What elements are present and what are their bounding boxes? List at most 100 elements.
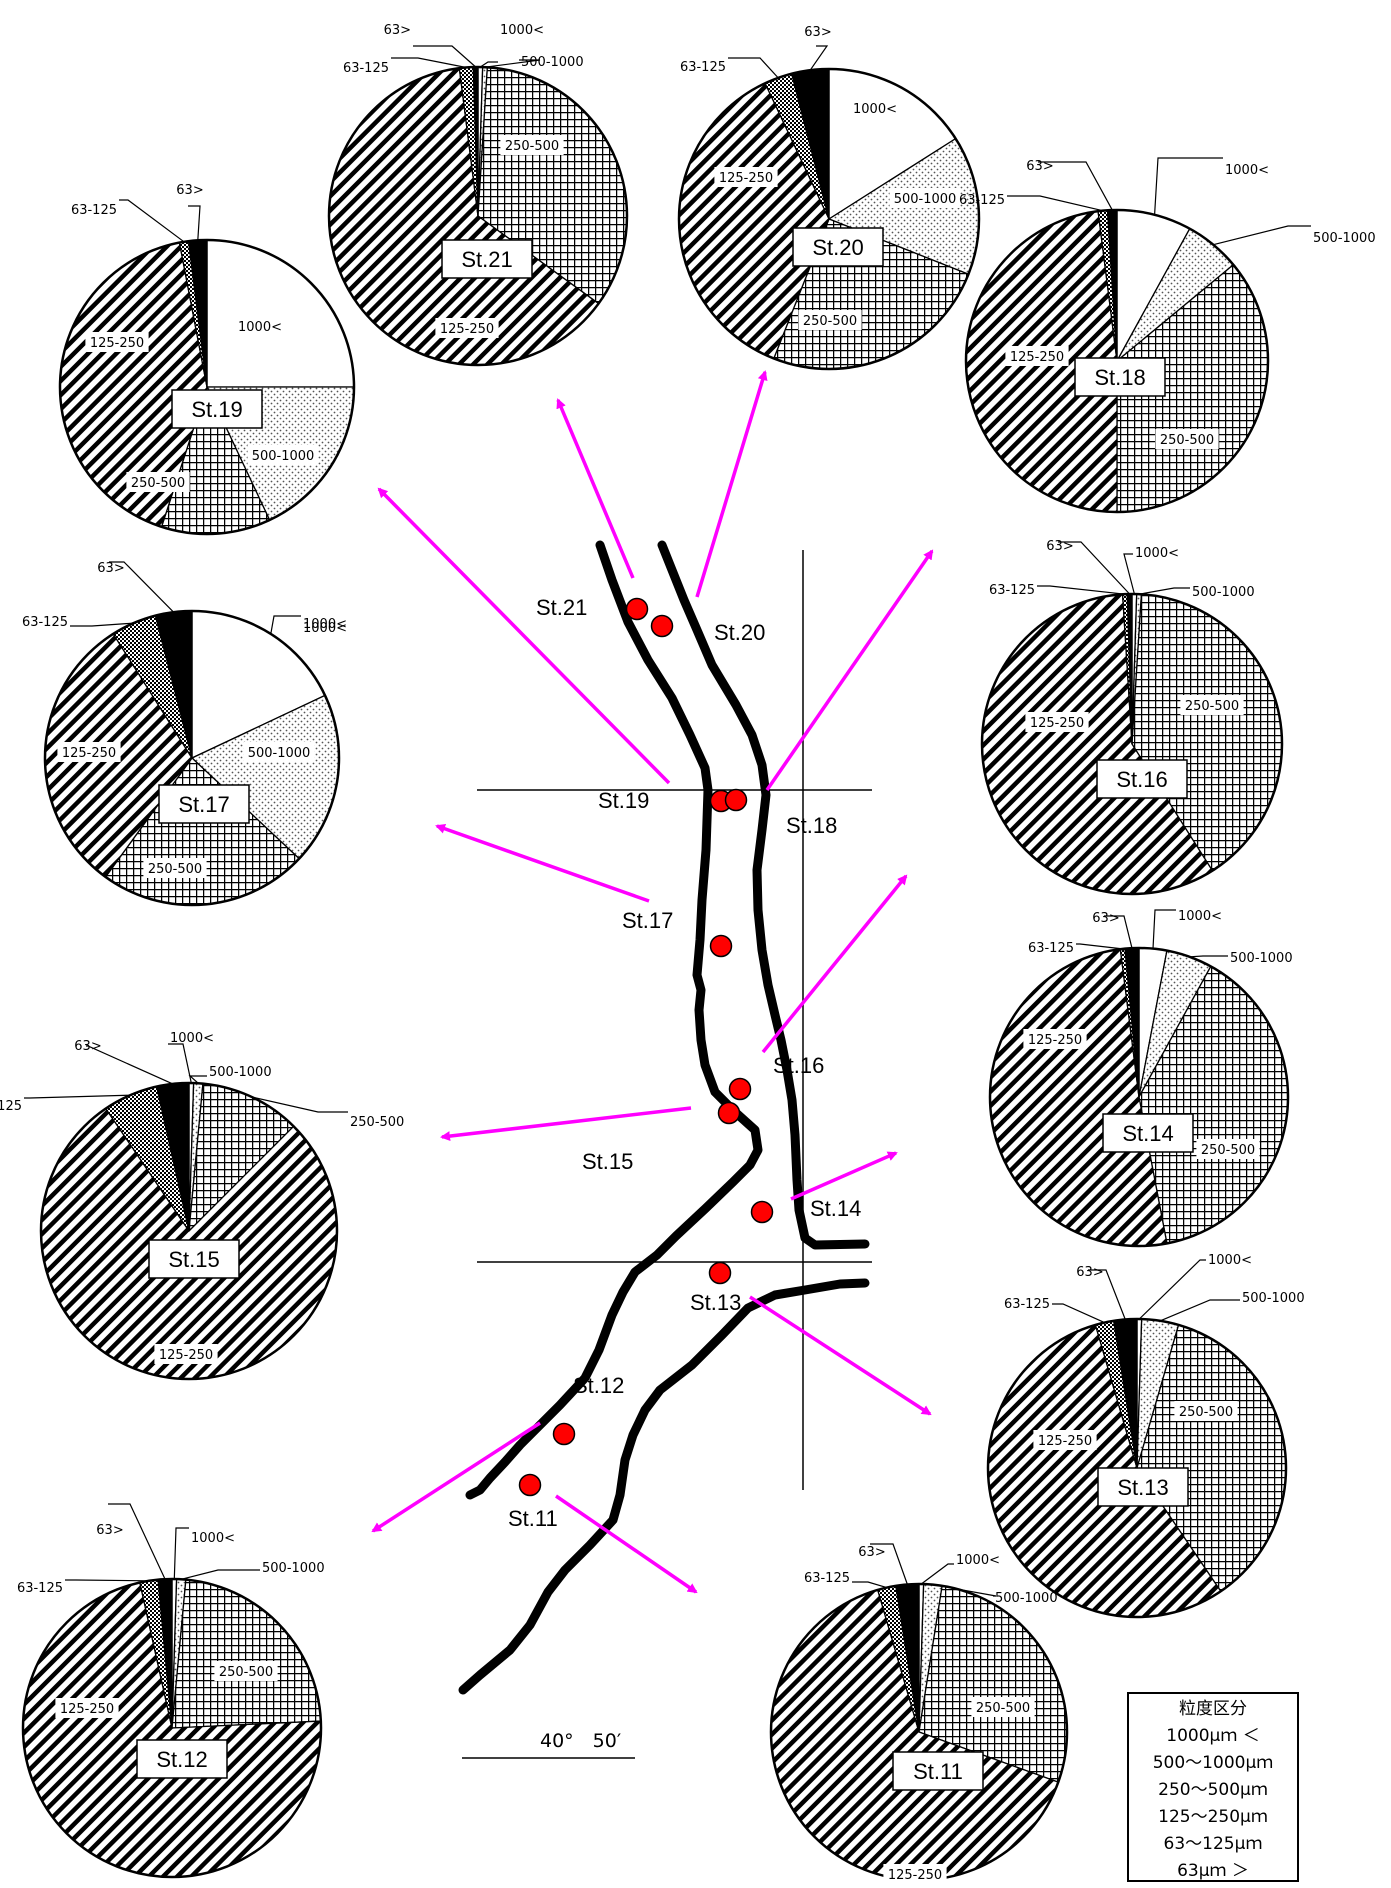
pie-outer-label-st11-0: 1000< bbox=[956, 1553, 1000, 1568]
pie-label-st21-2: 250-500 bbox=[505, 139, 559, 154]
map-label-st15: St.15 bbox=[582, 1149, 633, 1174]
pie-outer-label-st14-5: 63> bbox=[1092, 911, 1119, 926]
pie-label-bg-st19-1 bbox=[247, 445, 319, 465]
arrow-st11 bbox=[555, 1494, 698, 1594]
pie-outline-st15 bbox=[39, 1081, 339, 1381]
pie-label-bg-st19-2 bbox=[126, 472, 190, 492]
pie-outer-label-st11-1: 500-1000 bbox=[995, 1591, 1058, 1606]
pie-outer-label-st20-5: 63> bbox=[804, 25, 831, 40]
pie-slice-st12-2 bbox=[171, 1578, 322, 1729]
pie-station-box-st21 bbox=[441, 239, 533, 279]
pie-outer-label-st21-5: 63> bbox=[384, 23, 411, 38]
pie-leader-st13-0 bbox=[1138, 1259, 1206, 1320]
pie-leader-st17-4 bbox=[70, 622, 134, 627]
pie-label-bg-st20-2 bbox=[798, 310, 862, 330]
pie-outline-st13 bbox=[986, 1317, 1288, 1619]
river-bank-right bbox=[657, 540, 870, 1250]
station-dot-st17 bbox=[709, 934, 733, 958]
pie-st20: 1000< 500-1000 250-500 125-250 63-125 63> St.2… bbox=[677, 25, 981, 371]
arrow-st15 bbox=[440, 1106, 692, 1142]
pie-leader-st16-4 bbox=[1037, 585, 1125, 595]
pie-leader-st18-1 bbox=[1213, 225, 1311, 246]
pie-label-st17-0: 1000< bbox=[303, 617, 347, 632]
pie-st18: 250-500 125-250 1000< 500-1000 63-125 63> St.1… bbox=[959, 157, 1376, 514]
pie-leader-st19-5 bbox=[188, 205, 201, 241]
pie-leader-st16-1 bbox=[1138, 587, 1190, 595]
station-dot-st14 bbox=[750, 1200, 774, 1224]
pie-outer-label-st15-1: 500-1000 bbox=[209, 1065, 272, 1080]
pie-outer-label-st18-1: 500-1000 bbox=[1313, 231, 1376, 246]
legend-item-125-250: 125～250μｍ bbox=[1158, 1807, 1268, 1827]
pie-label-bg-st19-0 bbox=[236, 316, 284, 336]
pie-outer-label-st11-5: 63> bbox=[858, 1545, 885, 1560]
pie-label-bg-st12-3 bbox=[55, 1698, 119, 1718]
pie-label-st17-1: 500-1000 bbox=[248, 746, 311, 761]
map-label-st19: St.19 bbox=[598, 788, 649, 813]
pie-leader-st15-2 bbox=[251, 1096, 348, 1113]
pie-label-bg-st17-3 bbox=[57, 742, 121, 762]
pie-station-box-st11 bbox=[892, 1751, 984, 1791]
pie-label-st20-3: 125-250 bbox=[719, 171, 773, 186]
pie-station-label-st21: St.21 bbox=[461, 247, 512, 272]
pie-station-box-st13 bbox=[1097, 1467, 1189, 1507]
pie-label-bg-st11-2 bbox=[971, 1697, 1035, 1717]
pie-label-bg-st21-2 bbox=[500, 135, 564, 155]
pie-label-st20-2: 250-500 bbox=[803, 314, 857, 329]
pie-station-box-st18 bbox=[1074, 357, 1166, 397]
pie-outer-label-st14-4: 63-125 bbox=[1028, 941, 1074, 956]
pie-label-st11-2: 250-500 bbox=[976, 1701, 1030, 1716]
legend-item-250-500: 250～500μｍ bbox=[1158, 1780, 1268, 1800]
pie-outer-label-st12-0: 1000< bbox=[191, 1531, 235, 1546]
pie-st12: 250-500 125-250 1000< 500-1000 63-125 63> St.1… bbox=[17, 1503, 325, 1879]
legend-item-1000-plus: 1000μｍ ＜ bbox=[1166, 1726, 1260, 1746]
station-dot-st13 bbox=[708, 1261, 732, 1285]
pie-outer-label-st16-5: 63> bbox=[1046, 539, 1073, 554]
pie-label-bg-st17-1 bbox=[243, 742, 315, 762]
pie-station-label-st12: St.12 bbox=[156, 1747, 207, 1772]
pie-outer-label-st19-5: 63> bbox=[176, 183, 203, 198]
pie-outer-label-st15-4: 63-125 bbox=[0, 1099, 22, 1114]
pie-leader-st18-5 bbox=[1038, 161, 1113, 211]
pie-label-st14-3: 125-250 bbox=[1028, 1033, 1082, 1048]
pie-outer-label-st21-4: 63-125 bbox=[343, 61, 389, 76]
pie-leader-st14-0 bbox=[1152, 909, 1176, 949]
pie-label-st12-3: 125-250 bbox=[60, 1702, 114, 1717]
pie-leader-st21-0 bbox=[479, 61, 498, 68]
pie-station-label-st17: St.17 bbox=[178, 792, 229, 817]
pie-label-st15-3: 125-250 bbox=[159, 1348, 213, 1363]
pie-label-bg-st17-0 bbox=[301, 613, 349, 633]
pie-outer-label-st12-5: 63> bbox=[96, 1523, 123, 1538]
pie-station-label-st19: St.19 bbox=[191, 397, 242, 422]
legend-item-63-minus: 63μｍ ＞ bbox=[1177, 1861, 1249, 1881]
map-label-st17: St.17 bbox=[622, 908, 673, 933]
map-label-st20: St.20 bbox=[714, 620, 765, 645]
pie-leader-st12-0 bbox=[173, 1527, 189, 1580]
pie-leader-st21-5 bbox=[413, 45, 477, 68]
legend-item-500-1000: 500～1000μｍ bbox=[1152, 1753, 1274, 1773]
map-label-st18: St.18 bbox=[786, 813, 837, 838]
pie-outer-label-st13-4: 63-125 bbox=[1004, 1297, 1050, 1312]
pie-outer-label-st18-0: 1000< bbox=[1225, 163, 1269, 178]
pie-label-st12-2: 250-500 bbox=[219, 1665, 273, 1680]
pie-label-bg-st17-2 bbox=[143, 858, 207, 878]
pie-st17: 1000< 500-1000 250-500 125-250 1000< 63-125 63… bbox=[22, 561, 349, 907]
map-label-st13: St.13 bbox=[690, 1290, 741, 1315]
pie-leader-st16-0 bbox=[1123, 553, 1135, 595]
station-dots bbox=[518, 597, 774, 1497]
pie-outer-label-st15-2: 250-500 bbox=[350, 1115, 404, 1130]
station-dot-st21 bbox=[625, 597, 649, 621]
pie-label-bg-st18-3 bbox=[1005, 346, 1069, 366]
pie-outer-label-st12-4: 63-125 bbox=[17, 1581, 63, 1596]
pie-st19: 1000< 500-1000 250-500 125-250 63-125 63> St.1… bbox=[58, 183, 356, 536]
pie-st14: 250-500 125-250 1000< 500-1000 63-125 63> St.1… bbox=[988, 909, 1293, 1248]
pie-station-box-st19 bbox=[171, 389, 263, 429]
pie-label-bg-st14-3 bbox=[1023, 1029, 1087, 1049]
pie-outline-st16 bbox=[980, 592, 1284, 896]
pie-station-box-st16 bbox=[1096, 759, 1188, 799]
pie-leader-st16-5 bbox=[1058, 541, 1131, 595]
latitude-label: 40° 50′ bbox=[540, 1730, 621, 1752]
station-dot-st15 bbox=[717, 1101, 741, 1125]
pie-station-label-st16: St.16 bbox=[1116, 767, 1167, 792]
pie-outer-label-st20-4: 63-125 bbox=[680, 60, 726, 75]
